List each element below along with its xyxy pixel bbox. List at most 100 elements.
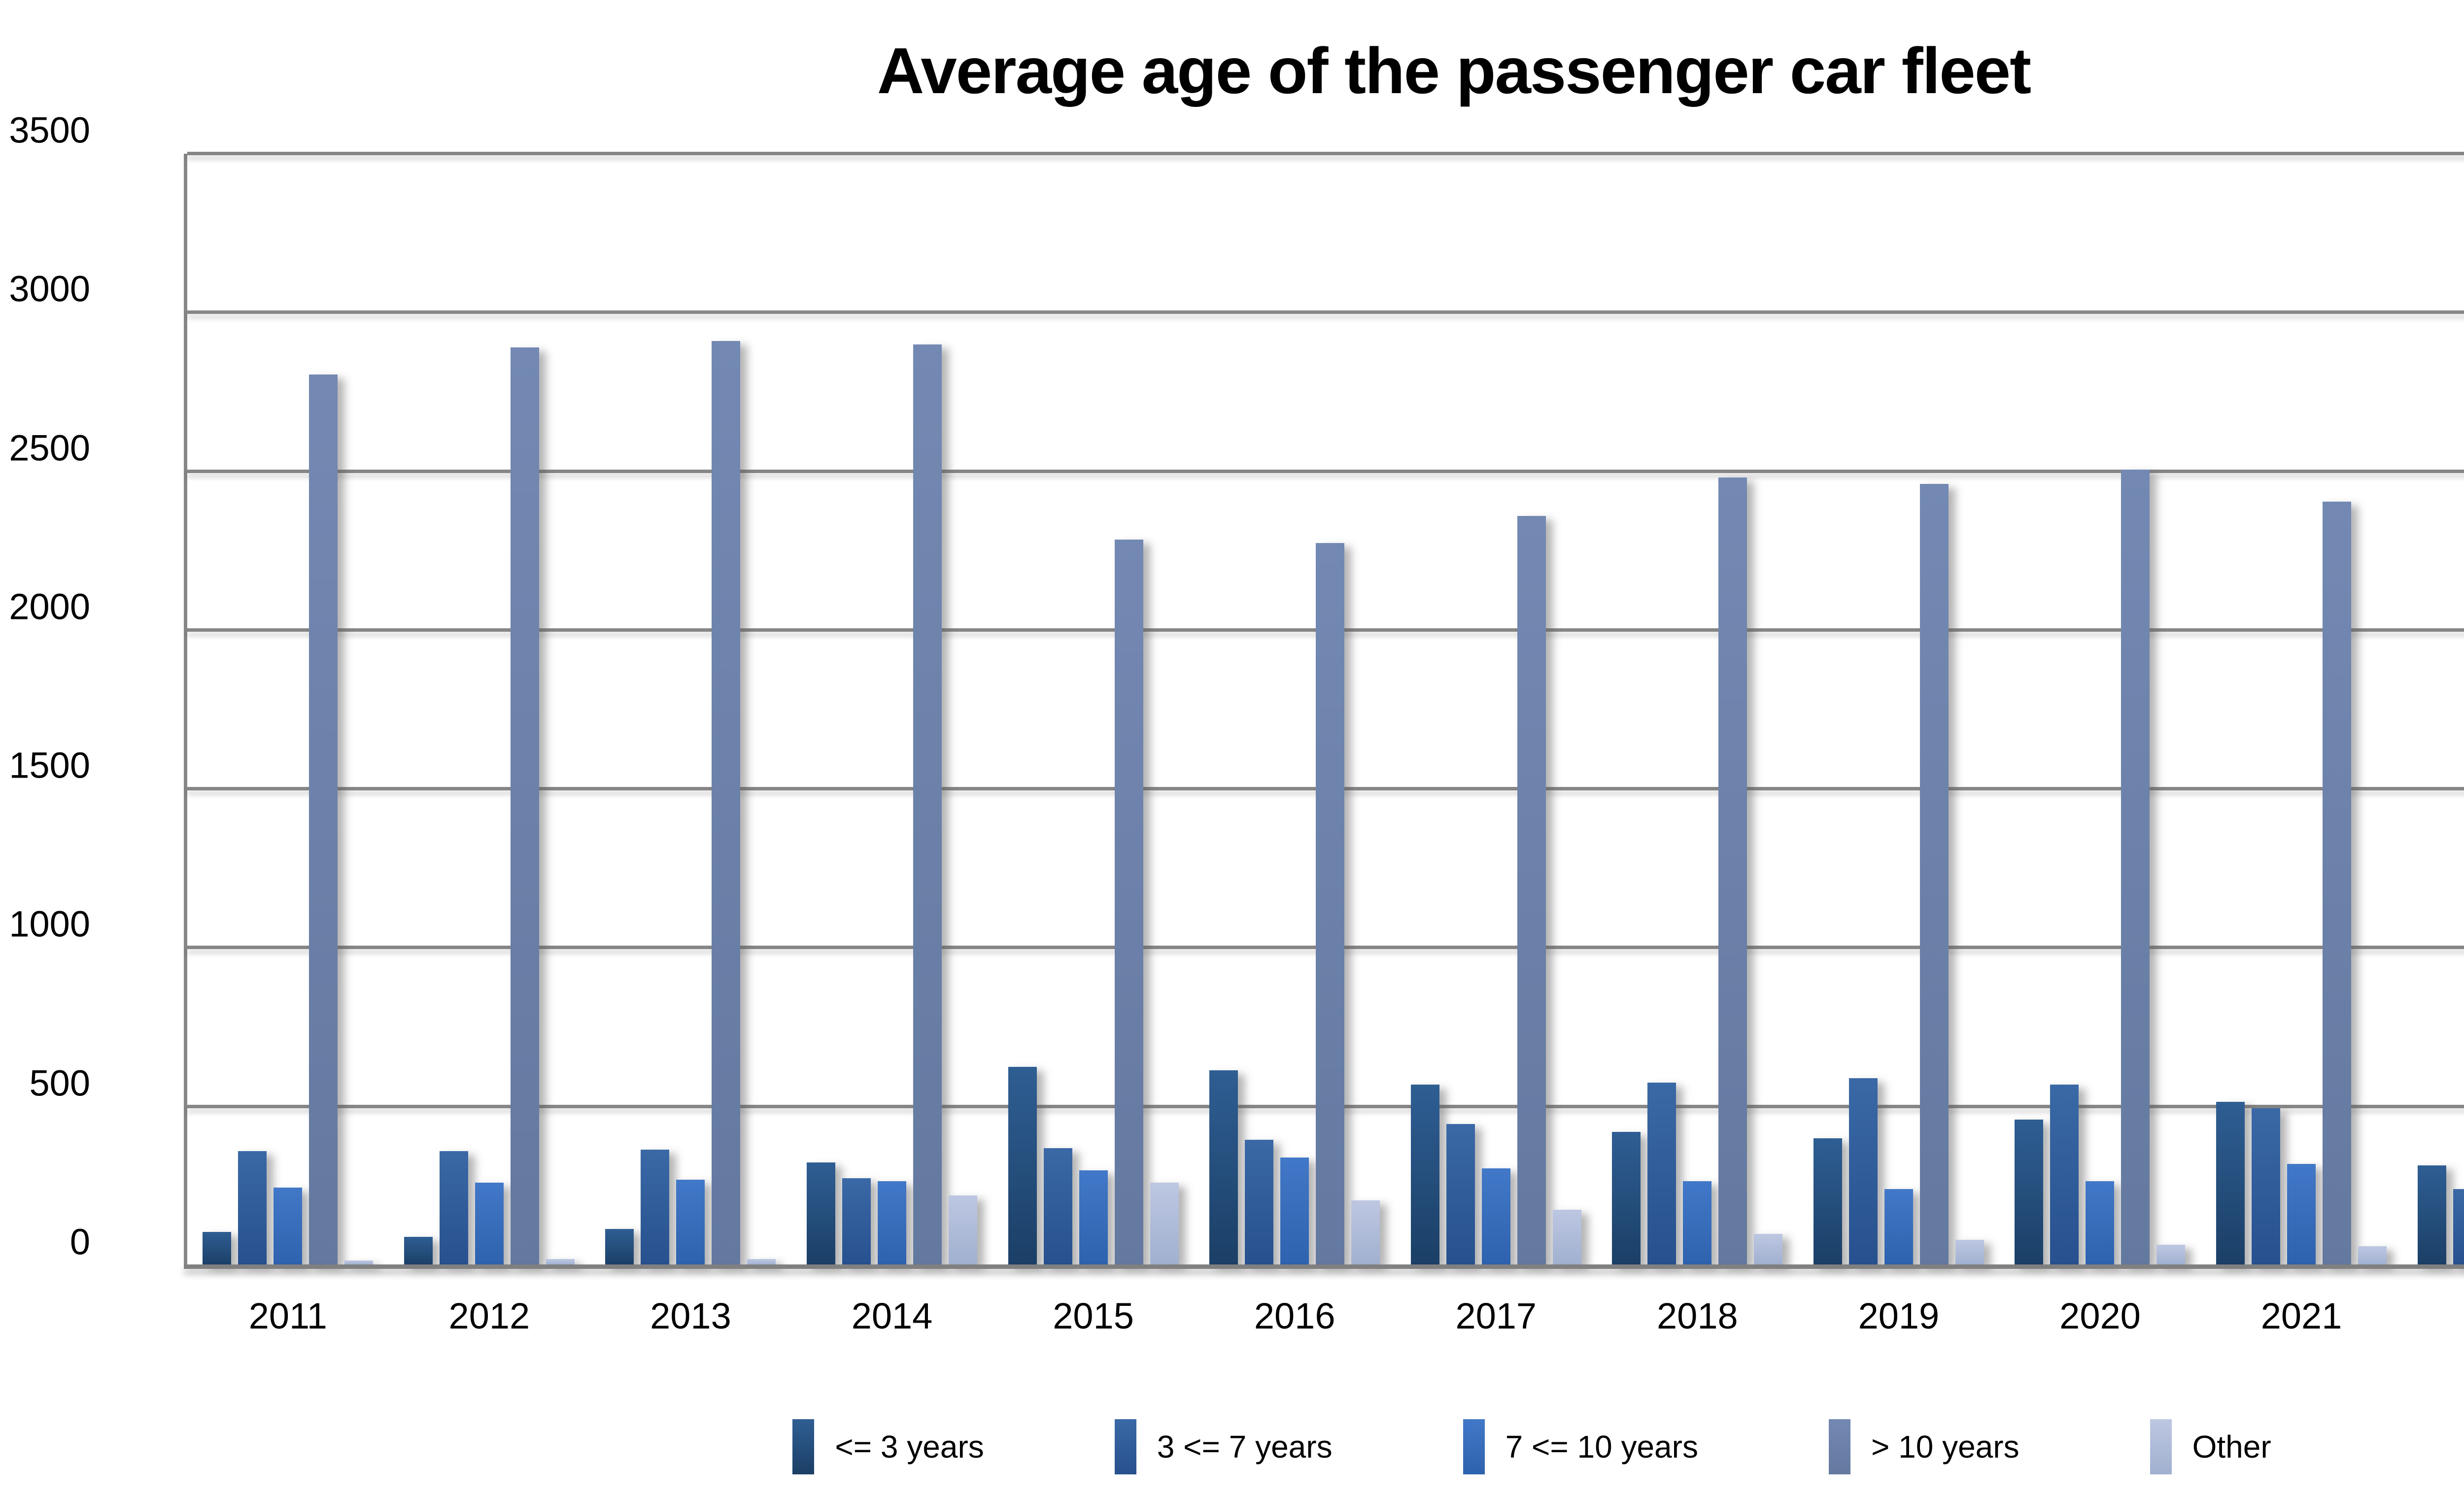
bar-2016-10-years xyxy=(1316,543,1345,1265)
y-axis-tick-label-1500: 1500 xyxy=(9,745,90,786)
bar-2015-Other xyxy=(1150,1183,1179,1265)
bar-2013-Other xyxy=(747,1259,776,1265)
x-axis-year-label-2016: 2016 xyxy=(1254,1295,1335,1336)
bar-2017-3-years xyxy=(1410,1084,1439,1265)
bar-2015-3-years xyxy=(1008,1067,1037,1265)
bar-2020-7-10-years xyxy=(2086,1181,2115,1265)
bar-2013-10-years xyxy=(712,341,741,1265)
bar-2012-3-7-years xyxy=(439,1151,468,1265)
bar-2016-3-years xyxy=(1209,1070,1238,1265)
y-axis-tick-label-2000: 2000 xyxy=(9,586,90,627)
legend-item-10-years: > 10 years xyxy=(1828,1419,2019,1474)
legend-marker-icon xyxy=(792,1419,815,1474)
legend-marker-icon xyxy=(1828,1419,1850,1474)
bar-group-2014 xyxy=(791,154,993,1265)
bar-2017-3-7-years xyxy=(1446,1124,1475,1265)
legend-label: > 10 years xyxy=(1871,1429,2019,1465)
bar-2018-7-10-years xyxy=(1683,1181,1712,1265)
legend-marker-icon xyxy=(1114,1419,1136,1474)
bar-2014-10-years xyxy=(913,344,942,1265)
bar-2016-3-7-years xyxy=(1245,1140,1274,1265)
bars-layer xyxy=(187,154,2464,1265)
bar-2017-10-years xyxy=(1517,515,1546,1265)
bar-2012-10-years xyxy=(510,347,539,1265)
bar-2011-7-10-years xyxy=(274,1188,303,1265)
bar-group-2022 xyxy=(2402,154,2464,1265)
bar-2014-7-10-years xyxy=(878,1181,907,1265)
bar-2015-3-7-years xyxy=(1043,1148,1072,1265)
bar-group-2013 xyxy=(590,154,791,1265)
bar-2019-10-years xyxy=(1919,484,1949,1265)
bar-2019-Other xyxy=(1955,1240,1984,1265)
bar-2016-7-10-years xyxy=(1280,1157,1309,1265)
x-axis-year-label-2013: 2013 xyxy=(650,1295,731,1336)
y-axis-tick-label-3500: 3500 xyxy=(9,109,90,151)
x-axis-year-label-2012: 2012 xyxy=(448,1295,530,1336)
bar-2020-3-7-years xyxy=(2050,1084,2079,1265)
bar-2012-3-years xyxy=(404,1237,433,1265)
bar-2014-3-7-years xyxy=(842,1178,871,1265)
y-axis-tick-label-500: 500 xyxy=(29,1062,90,1104)
legend-item-3-years: <= 3 years xyxy=(792,1419,984,1474)
bar-2014-3-years xyxy=(807,1162,836,1265)
legend-label: Other xyxy=(2192,1429,2271,1465)
bar-2019-7-10-years xyxy=(1884,1189,1913,1265)
bar-2018-3-7-years xyxy=(1647,1083,1677,1265)
y-axis-tick-label-0: 0 xyxy=(69,1221,90,1262)
legend-marker-icon xyxy=(2150,1419,2172,1474)
x-axis-year-label-2020: 2020 xyxy=(2059,1295,2141,1336)
x-axis-year-label-2017: 2017 xyxy=(1455,1295,1537,1336)
legend-item-3-7-years: 3 <= 7 years xyxy=(1114,1419,1333,1474)
legend-item-Other: Other xyxy=(2150,1419,2271,1474)
bar-2021-Other xyxy=(2358,1246,2387,1265)
bar-2022-3-years xyxy=(2417,1165,2446,1265)
bar-2015-7-10-years xyxy=(1079,1170,1108,1265)
bar-group-2019 xyxy=(1798,154,2000,1265)
bar-2019-3-years xyxy=(1813,1138,1842,1265)
bar-2011-Other xyxy=(344,1261,374,1265)
x-axis-year-label-2014: 2014 xyxy=(851,1295,933,1336)
bar-2017-7-10-years xyxy=(1481,1168,1510,1265)
bar-group-2016 xyxy=(1194,154,1396,1265)
y-axis-tick-label-3000: 3000 xyxy=(9,268,90,309)
bar-2021-3-7-years xyxy=(2252,1108,2281,1265)
bar-group-2020 xyxy=(1999,154,2201,1265)
bar-group-2017 xyxy=(1395,154,1597,1265)
bar-2011-3-years xyxy=(203,1232,232,1265)
bar-2013-3-years xyxy=(605,1228,634,1265)
bar-group-2015 xyxy=(992,154,1194,1265)
bar-group-2012 xyxy=(389,154,590,1265)
x-axis-year-label-2019: 2019 xyxy=(1858,1295,1940,1336)
x-axis-year-label-2018: 2018 xyxy=(1657,1295,1738,1336)
gridline-3500 xyxy=(187,152,2464,155)
bar-2015-10-years xyxy=(1114,540,1143,1265)
bar-2018-Other xyxy=(1754,1233,1783,1265)
bar-group-2011 xyxy=(187,154,389,1265)
x-axis-year-label-2022: 2022 xyxy=(2402,1295,2464,1337)
bar-2021-10-years xyxy=(2323,501,2352,1265)
legend-label: 7 <= 10 years xyxy=(1505,1429,1698,1465)
y-axis-line xyxy=(184,154,187,1269)
bar-group-2018 xyxy=(1597,154,1798,1265)
bar-2020-Other xyxy=(2156,1245,2186,1265)
bar-2013-7-10-years xyxy=(676,1179,705,1265)
bar-group-2021 xyxy=(2201,154,2402,1265)
plot-area: 0 500 1000 1500 2000 2500 3000 3500 2011 2012 201… xyxy=(9,110,2464,1336)
x-axis-year-label-2015: 2015 xyxy=(1053,1295,1134,1336)
bar-2013-3-7-years xyxy=(641,1149,670,1265)
bar-2011-3-7-years xyxy=(238,1151,267,1265)
bar-2021-7-10-years xyxy=(2287,1163,2316,1265)
x-axis-line xyxy=(184,1264,2464,1269)
bar-2017-Other xyxy=(1552,1210,1581,1265)
bar-2021-3-years xyxy=(2216,1102,2245,1265)
bar-2012-Other xyxy=(546,1259,575,1265)
bar-2014-Other xyxy=(949,1195,978,1265)
bar-2018-3-years xyxy=(1612,1132,1641,1265)
y-axis-tick-label-1000: 1000 xyxy=(9,903,90,945)
x-axis-year-label-2021: 2021 xyxy=(2260,1295,2342,1336)
bar-2011-10-years xyxy=(309,374,338,1265)
legend-marker-icon xyxy=(1463,1419,1485,1474)
bar-2018-10-years xyxy=(1718,477,1747,1265)
legend-item-7-10-years: 7 <= 10 years xyxy=(1463,1419,1698,1474)
